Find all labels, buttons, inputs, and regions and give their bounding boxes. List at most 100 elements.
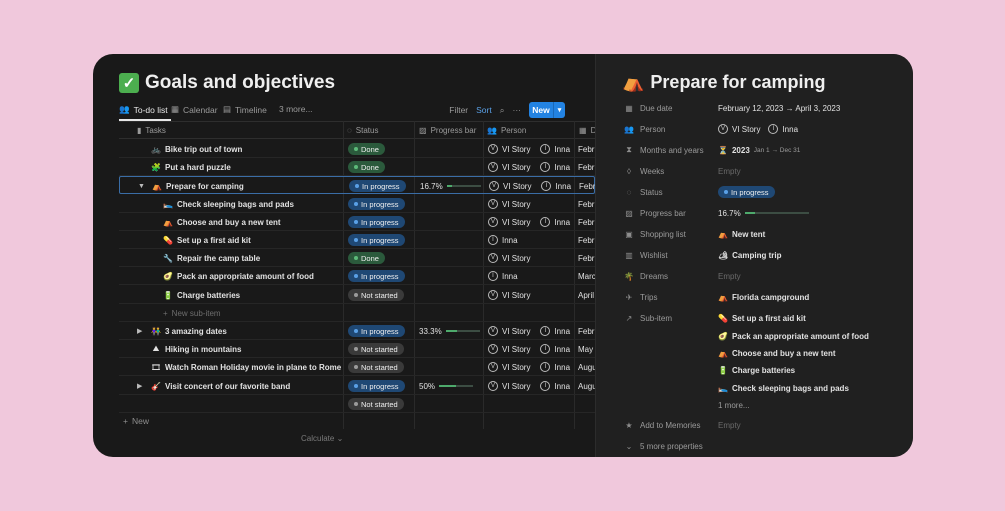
table-row[interactable]: 🥑 Pack an appropriate amount of food In pr… (119, 267, 595, 285)
column-status[interactable]: ◌ Status (347, 126, 379, 135)
status-cell[interactable]: Not started (348, 340, 404, 358)
status-cell[interactable]: Done (348, 249, 385, 267)
property-due-date[interactable]: ▦ Due date February 12, 2023 → April 3, 2… (625, 103, 841, 113)
property-progress[interactable]: ▨ Progress bar 16.7% (624, 205, 894, 221)
property-weeks[interactable]: ◊ Weeks Empty (624, 163, 894, 179)
table-row[interactable]: ▶ 🎸 Visit concert of our favorite band In p… (119, 377, 595, 395)
more-properties-toggle[interactable]: ⌄ 5 more properties (625, 441, 703, 451)
person-cell[interactable]: I Inna (488, 267, 518, 285)
sub-item-link[interactable]: 🥑 Pack an appropriate amount of food (718, 331, 869, 341)
table-row[interactable]: 🎞 Watch Roman Holiday movie in plane to R… (119, 358, 595, 376)
table-row[interactable]: ⛺ Choose and buy a new tent In progress V VI… (119, 213, 595, 231)
calculate-button[interactable]: Calculate ⌄ (301, 434, 344, 443)
property-status[interactable]: ◌ Status In progress (624, 184, 894, 200)
person-cell[interactable]: I Inna (488, 231, 518, 249)
property-shopping-list[interactable]: ▣ Shopping list ⛺ New tent (625, 229, 766, 239)
status-cell[interactable]: Not started (348, 358, 404, 376)
sub-item-link[interactable]: 🛌 Check sleeping bags and pads (718, 383, 849, 393)
task-cell[interactable]: 👫 3 amazing dates (151, 322, 227, 340)
column-progress[interactable]: ▨ Progress bar (419, 126, 477, 135)
sub-item-link[interactable]: 🔋 Charge batteries (718, 365, 796, 375)
task-cell[interactable]: 🛌 Check sleeping bags and pads (163, 195, 294, 213)
more-options-icon[interactable]: ··· (512, 105, 522, 115)
new-sub-item-button[interactable]: + New sub-item (163, 304, 221, 322)
toggle-icon[interactable]: ▶ (137, 383, 143, 390)
date-cell[interactable]: Febr (578, 231, 594, 249)
property-months-years[interactable]: ⧗ Months and years ⏳ 2023 Jan 1 → Dec 31 (624, 142, 894, 158)
task-cell[interactable]: ⛰ Hiking in mountains (151, 340, 242, 358)
table-row[interactable]: Not started (119, 395, 595, 413)
person-cell[interactable]: V VI Story I Inna (488, 358, 570, 376)
add-new-row-button[interactable]: + New (123, 416, 149, 426)
task-cell[interactable]: 🎞 Watch Roman Holiday movie in plane to R… (151, 358, 341, 376)
filter-button[interactable]: Filter (449, 105, 469, 115)
date-cell[interactable]: Febr (578, 213, 594, 231)
status-cell[interactable]: In progress (348, 322, 405, 340)
date-cell[interactable]: Febr (578, 158, 594, 176)
task-cell[interactable]: ⛺ Choose and buy a new tent (163, 213, 281, 231)
status-cell[interactable]: Done (348, 158, 385, 176)
person-cell[interactable]: V VI Story (488, 249, 530, 267)
date-cell[interactable]: May (578, 340, 593, 358)
toggle-icon[interactable]: ▶ (137, 328, 143, 335)
task-cell[interactable]: 🥑 Pack an appropriate amount of food (163, 267, 314, 285)
person-cell[interactable]: V VI Story (488, 286, 530, 304)
sort-button[interactable]: Sort (476, 105, 492, 115)
sub-item-link[interactable]: 💊 Set up a first aid kit (718, 313, 806, 323)
task-cell[interactable]: 🎸 Visit concert of our favorite band (151, 377, 290, 395)
date-cell[interactable]: Febr (578, 140, 594, 158)
task-cell[interactable]: 🧩 Put a hard puzzle (151, 158, 231, 176)
status-cell[interactable]: In progress (348, 213, 405, 231)
property-person[interactable]: 👥 Person V VI Story I Inna (624, 124, 799, 134)
table-row[interactable]: ▶ 👫 3 amazing dates In progress 33.3% V VI Sto… (119, 322, 595, 340)
status-cell[interactable]: Done (348, 140, 385, 158)
date-cell[interactable]: Febr (579, 177, 595, 195)
table-row[interactable]: 💊 Set up a first aid kit In progress I Inna F… (119, 231, 595, 249)
task-cell[interactable]: 🔋 Charge batteries (163, 286, 240, 304)
new-sub-item-row[interactable]: + New sub-item (119, 304, 595, 322)
table-row[interactable]: 🔧 Repair the camp table Done V VI Story Febr (119, 249, 595, 267)
person-cell[interactable]: V VI Story I Inna (489, 177, 571, 195)
status-cell[interactable]: In progress (348, 267, 405, 285)
property-dreams[interactable]: 🌴 Dreams Empty (624, 271, 741, 281)
property-wishlist[interactable]: ▥ Wishlist 🏕 Camping trip (625, 250, 782, 260)
new-button[interactable]: New ▾ (529, 102, 565, 118)
status-cell[interactable]: In progress (348, 195, 405, 213)
person-cell[interactable]: V VI Story (488, 195, 530, 213)
tab-calendar[interactable]: ▦ Calendar (171, 104, 218, 115)
sub-item-link[interactable]: ⛺ Choose and buy a new tent (718, 348, 836, 358)
task-cell[interactable]: 🚲 Bike trip out of town (151, 140, 242, 158)
task-cell[interactable]: 🔧 Repair the camp table (163, 249, 260, 267)
date-cell[interactable]: Febr (578, 195, 594, 213)
column-tasks[interactable]: ▮ Tasks (137, 126, 166, 135)
date-cell[interactable]: Febr (578, 249, 594, 267)
status-cell[interactable]: In progress (349, 177, 406, 195)
property-sub-item[interactable]: ↗ Sub-item 💊 Set up a first aid kit (624, 310, 894, 326)
task-cell[interactable]: ⛺ Prepare for camping (152, 177, 244, 195)
search-icon[interactable]: ⌕ (499, 104, 505, 115)
person-cell[interactable]: V VI Story I Inna (488, 322, 570, 340)
tab-to-do-list[interactable]: 👥 To-do list (119, 104, 168, 115)
table-row[interactable]: 🔋 Charge batteries Not started V VI Story Apr… (119, 286, 595, 304)
table-row[interactable]: 🛌 Check sleeping bags and pads In progress… (119, 195, 595, 213)
table-row[interactable]: 🧩 Put a hard puzzle Done V VI Story I Inna Febr (119, 158, 595, 176)
status-cell[interactable]: Not started (348, 395, 404, 413)
person-cell[interactable]: V VI Story I Inna (488, 140, 570, 158)
person-cell[interactable]: V VI Story I Inna (488, 377, 570, 395)
table-row[interactable]: ▼ ⛺ Prepare for camping In progress 16.7% V VI… (119, 176, 595, 194)
date-cell[interactable]: Marc (578, 267, 595, 285)
date-cell[interactable]: Augu (578, 377, 595, 395)
status-cell[interactable]: In progress (348, 377, 405, 395)
toggle-icon[interactable]: ▼ (138, 182, 145, 190)
person-cell[interactable]: V VI Story I Inna (488, 158, 570, 176)
date-cell[interactable]: Febr (578, 322, 594, 340)
status-cell[interactable]: In progress (348, 231, 405, 249)
table-row[interactable]: ⛰ Hiking in mountains Not started V VI Story… (119, 340, 595, 358)
status-cell[interactable]: Not started (348, 286, 404, 304)
tab-timeline[interactable]: ▤ Timeline (223, 104, 267, 115)
more-views-link[interactable]: 3 more... (279, 104, 313, 114)
date-cell[interactable]: April (578, 286, 594, 304)
property-add-to-memories[interactable]: ★ Add to Memories Empty (625, 420, 741, 430)
person-cell[interactable]: V VI Story I Inna (488, 340, 570, 358)
task-cell[interactable]: 💊 Set up a first aid kit (163, 231, 251, 249)
